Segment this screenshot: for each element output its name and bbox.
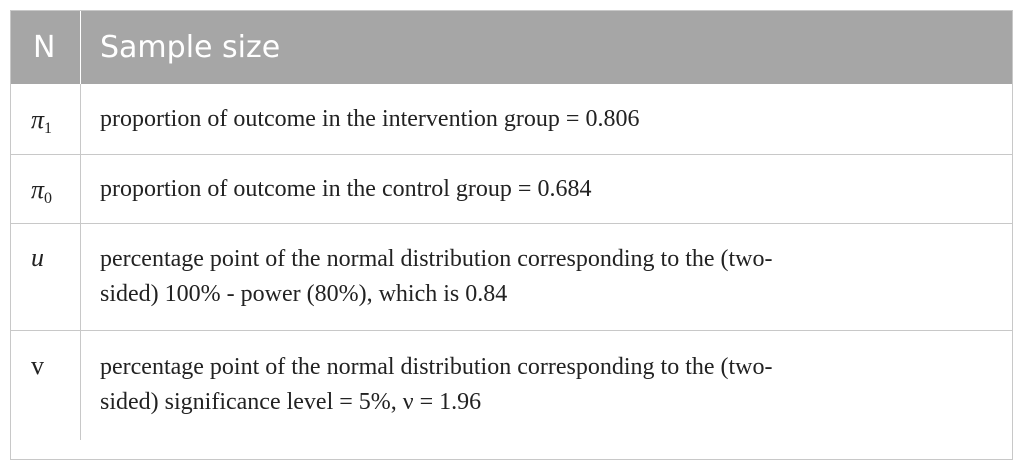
row-u-symbol: u <box>31 243 44 272</box>
row-pi1-symbol: π1 <box>31 105 53 137</box>
column-divider <box>80 84 81 440</box>
row-v-symbol: v <box>31 351 44 380</box>
header-symbol: N <box>33 30 56 65</box>
parameter-table: N Sample size π1 proportion of outcome i… <box>10 10 1013 460</box>
header-divider <box>80 11 81 84</box>
table-header: N Sample size <box>11 11 1012 84</box>
row-pi1-description: proportion of outcome in the interventio… <box>100 106 640 132</box>
row-pi0-description: proportion of outcome in the control gro… <box>100 176 592 202</box>
row-divider <box>11 223 1012 224</box>
header-description: Sample size <box>100 30 281 65</box>
row-u-description: percentage point of the normal distribut… <box>100 246 773 307</box>
row-divider <box>11 330 1012 331</box>
row-divider <box>11 154 1012 155</box>
row-pi0-symbol: π0 <box>31 175 53 207</box>
row-v-description: percentage point of the normal distribut… <box>100 354 773 415</box>
